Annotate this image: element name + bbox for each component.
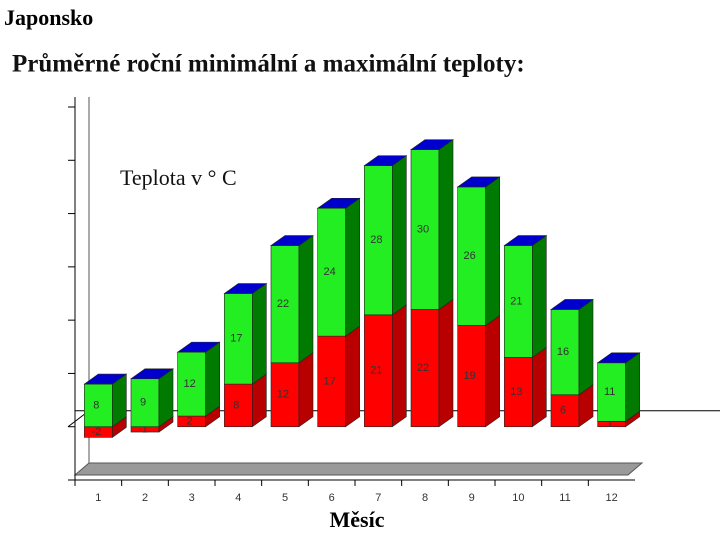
bar-top xyxy=(270,235,314,246)
x-tick-label: 9 xyxy=(469,492,475,504)
bar-top xyxy=(456,176,501,188)
data-label: 17 xyxy=(324,375,336,387)
bar xyxy=(364,314,393,428)
data-label: 21 xyxy=(510,295,522,307)
bar xyxy=(504,357,533,428)
data-label: 8 xyxy=(233,399,239,411)
data-label: 28 xyxy=(370,234,382,246)
bar-top xyxy=(503,235,548,246)
data-label: 17 xyxy=(230,333,242,345)
floor xyxy=(73,462,644,476)
bar xyxy=(317,207,346,337)
bar-side xyxy=(532,346,547,428)
annotation: Teplota v ° C xyxy=(120,165,237,190)
x-tick-label: 10 xyxy=(512,492,524,504)
bar-side xyxy=(345,197,360,337)
data-label: 11 xyxy=(604,386,615,398)
data-label: 22 xyxy=(417,362,429,374)
bar-side xyxy=(578,298,594,396)
bar xyxy=(504,245,533,358)
bar-top xyxy=(550,299,594,310)
data-label: 24 xyxy=(324,266,336,278)
x-tick-label: 2 xyxy=(142,492,148,504)
data-label: 2 xyxy=(187,415,193,427)
bar-side xyxy=(205,341,220,417)
bar-side xyxy=(252,282,267,385)
x-tick-label: 3 xyxy=(189,492,195,504)
bar-top xyxy=(596,352,641,364)
bar xyxy=(270,245,300,364)
bar-side xyxy=(392,155,407,316)
chart-title: Průměrné roční minimální a maximální tep… xyxy=(12,51,525,78)
data-label: 22 xyxy=(277,298,289,310)
data-label: 9 xyxy=(140,397,146,409)
bar-top xyxy=(83,373,128,385)
x-tick-label: 1 xyxy=(95,492,101,504)
bar-side xyxy=(485,314,500,428)
bar xyxy=(410,309,440,428)
bar-top xyxy=(410,139,454,150)
bar-top xyxy=(176,341,221,353)
bar xyxy=(270,362,300,428)
x-tick-label: 5 xyxy=(282,492,288,504)
x-tick-label: 8 xyxy=(422,492,428,504)
bar-side xyxy=(485,176,500,327)
data-label: 21 xyxy=(370,365,382,377)
data-label: 26 xyxy=(464,250,476,262)
data-label: -1 xyxy=(138,423,148,435)
bar xyxy=(224,383,253,428)
data-label: 19 xyxy=(464,370,476,382)
bar-top xyxy=(316,197,361,209)
data-label: 16 xyxy=(557,346,569,358)
bar xyxy=(130,378,160,428)
x-tick-label: 4 xyxy=(235,492,241,504)
data-label: -2 xyxy=(91,426,101,438)
bar-side xyxy=(625,352,640,422)
data-label: 12 xyxy=(277,389,289,401)
bar xyxy=(457,186,486,326)
bar xyxy=(224,293,253,385)
bar-side xyxy=(392,304,407,428)
bar-top xyxy=(130,368,174,380)
data-label: 8 xyxy=(93,399,99,411)
bar-side xyxy=(438,298,454,428)
data-label: 6 xyxy=(560,405,566,417)
bar-side xyxy=(298,234,314,364)
bar-side xyxy=(438,139,454,311)
x-tick-label: 12 xyxy=(606,492,618,504)
x-tick-label: 6 xyxy=(329,492,335,504)
x-tick-label: 11 xyxy=(559,492,570,504)
bar-top xyxy=(223,283,268,294)
bar-top xyxy=(363,155,408,166)
data-label: 30 xyxy=(417,223,429,235)
x-axis-label: Měsíc xyxy=(330,507,385,532)
bar xyxy=(550,309,580,396)
bar xyxy=(550,394,580,428)
bar xyxy=(597,362,626,422)
bar xyxy=(317,335,346,428)
data-label: 13 xyxy=(510,386,522,398)
bar xyxy=(410,149,440,310)
bar-side xyxy=(532,234,547,359)
bar-side xyxy=(345,325,360,428)
bar-side xyxy=(298,352,314,428)
data-label: 12 xyxy=(184,378,196,390)
page-heading: Japonsko xyxy=(4,5,93,30)
x-tick-label: 7 xyxy=(375,492,381,504)
data-label: 1 xyxy=(607,418,613,430)
bar xyxy=(364,165,393,316)
